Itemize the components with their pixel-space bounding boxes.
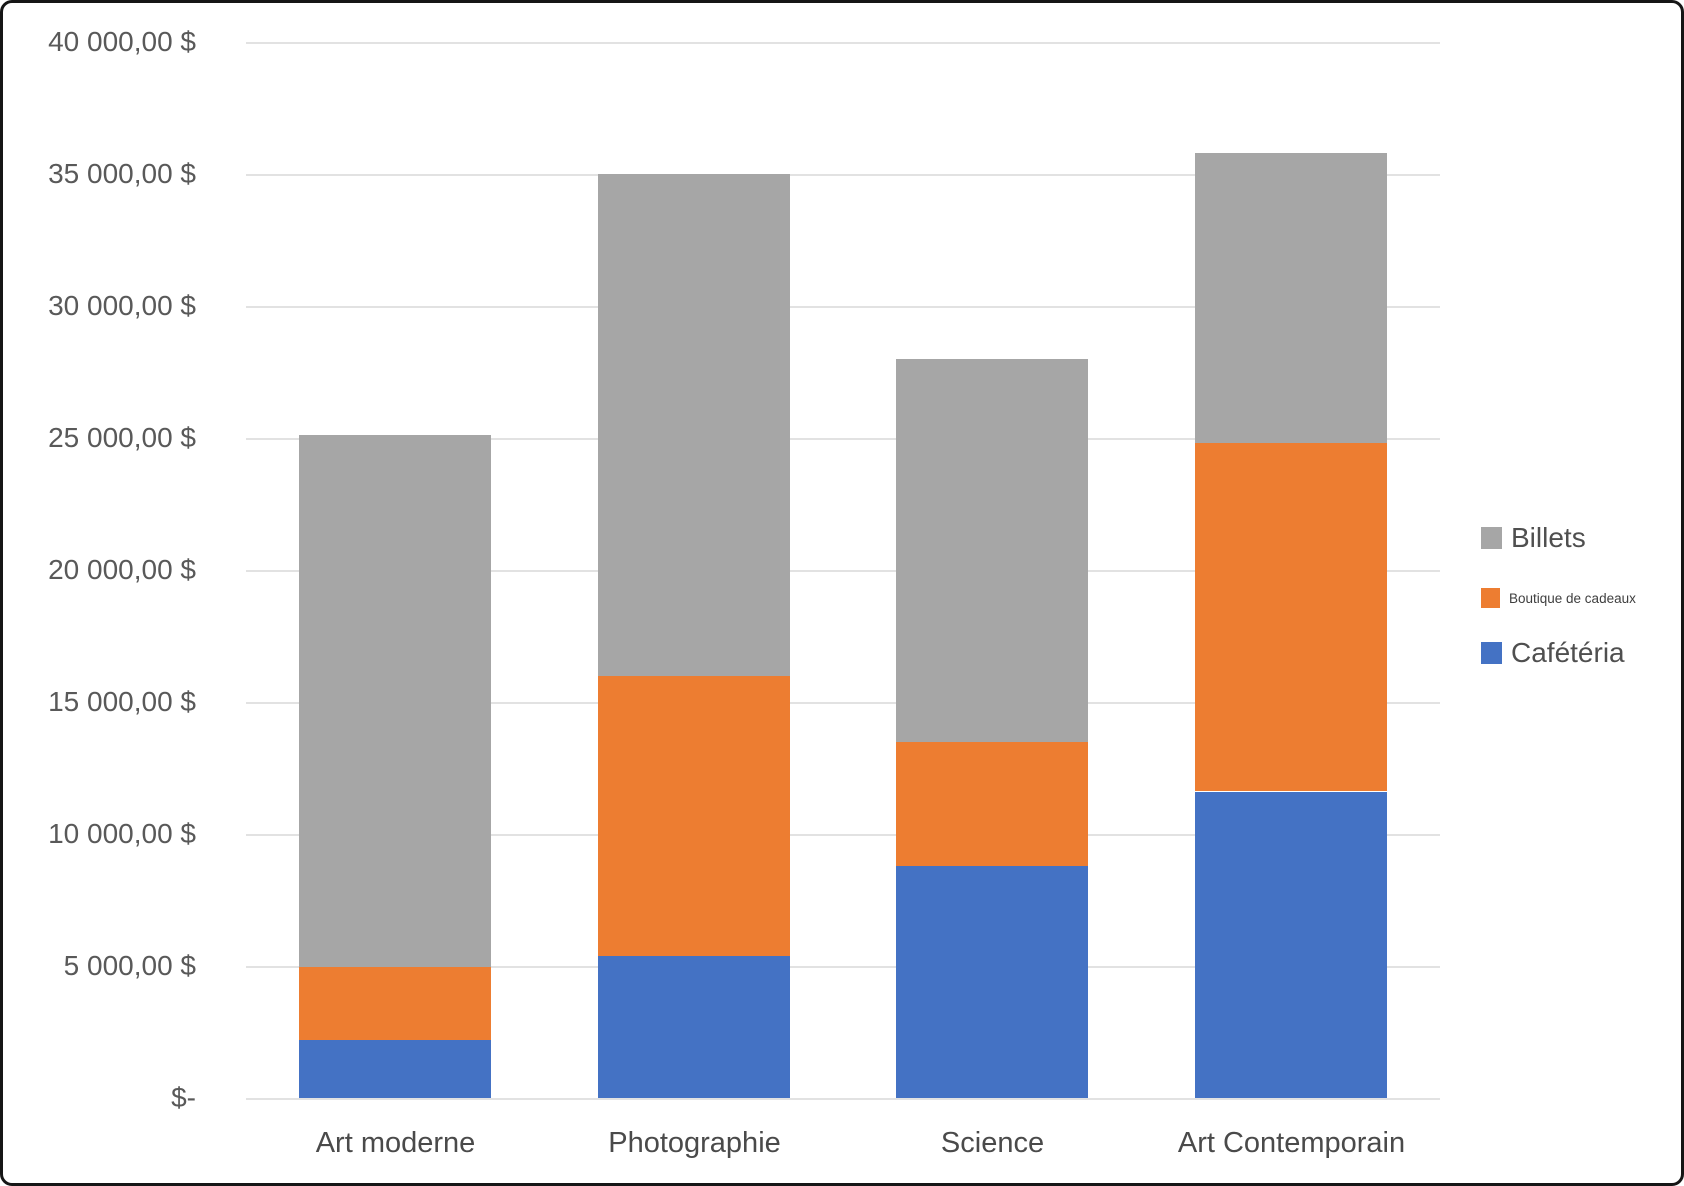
gridline-35000 <box>246 174 1440 176</box>
y-axis-tick-label: 15 000,00 $ <box>48 686 196 717</box>
y-axis-tick-label: 20 000,00 $ <box>48 554 196 585</box>
bar-segment-billets-science <box>896 359 1088 742</box>
legend-swatch-icon <box>1481 642 1502 664</box>
bar-segment-billets-photographie <box>598 174 790 676</box>
x-axis-tick-label: Art Contemporain <box>1177 1127 1406 1159</box>
y-axis-tick-label: 5 000,00 $ <box>63 950 196 981</box>
bar-segment-boutique-de-cadeaux-art-moderne <box>299 967 491 1040</box>
y-axis-tick-label: $- <box>171 1082 196 1113</box>
gridline-40000 <box>246 42 1440 44</box>
gridline-20000 <box>246 570 1440 572</box>
legend-label: Billets <box>1511 522 1586 553</box>
legend-label: Cafétéria <box>1511 637 1625 668</box>
x-axis-tick-label: Art moderne <box>315 1127 476 1159</box>
legend-entry-boutique-de-cadeaux: Boutique de cadeaux <box>1481 588 1636 608</box>
gridline-30000 <box>246 306 1440 308</box>
legend-swatch-icon <box>1481 527 1502 549</box>
legend-entry-billets: Billets <box>1481 522 1586 554</box>
bar-segment-boutique-de-cadeaux-art-contemporain <box>1195 443 1387 791</box>
bar-segment-boutique-de-cadeaux-photographie <box>598 676 790 956</box>
y-axis-tick-label: 30 000,00 $ <box>48 290 196 321</box>
bar-segment-cafeteria-photographie <box>598 955 790 1098</box>
y-axis-tick-label: 25 000,00 $ <box>48 422 196 453</box>
bar-segment-cafeteria-science <box>896 866 1088 1098</box>
y-axis-tick-label: 10 000,00 $ <box>48 818 196 849</box>
gridline-0 <box>246 1098 1440 1100</box>
x-axis-tick-label: Photographie <box>608 1127 781 1159</box>
bar-segment-boutique-de-cadeaux-science <box>896 742 1088 866</box>
gridline-15000 <box>246 702 1440 704</box>
gridline-5000 <box>246 966 1440 968</box>
x-axis-tick-label: Science <box>940 1127 1045 1159</box>
bar-segment-billets-art-contemporain <box>1195 153 1387 443</box>
y-axis-tick-label: 40 000,00 $ <box>48 26 196 57</box>
bar-segment-cafeteria-art-contemporain <box>1195 792 1387 1098</box>
bar-segment-billets-art-moderne <box>299 435 491 967</box>
y-axis-tick-label: 35 000,00 $ <box>48 158 196 189</box>
legend-entry-cafeteria: Cafétéria <box>1481 637 1625 669</box>
legend-label: Boutique de cadeaux <box>1509 590 1636 606</box>
gridline-10000 <box>246 834 1440 836</box>
bar-segment-cafeteria-art-moderne <box>299 1040 491 1098</box>
gridline-25000 <box>246 438 1440 440</box>
legend-swatch-icon <box>1481 588 1500 608</box>
